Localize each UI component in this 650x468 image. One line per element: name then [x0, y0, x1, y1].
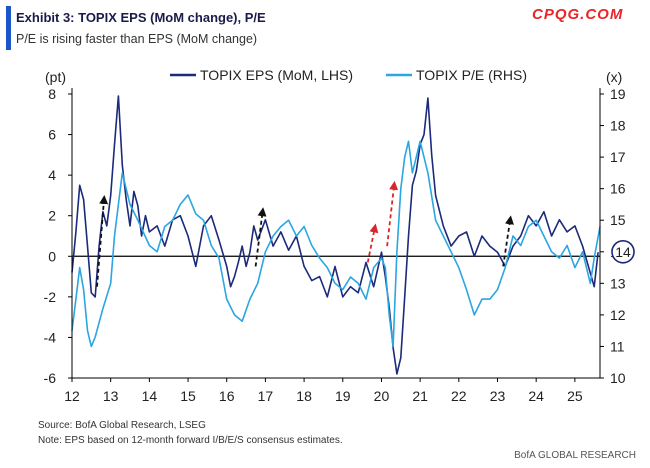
- chart-area: 86420-2-4-619181716151413121110121314151…: [0, 60, 650, 418]
- right-tick-label: 18: [610, 118, 626, 134]
- source-note: Source: BofA Global Research, LSEG: [38, 420, 206, 431]
- left-tick-label: 0: [48, 248, 56, 264]
- left-tick-label: 6: [48, 127, 56, 143]
- x-tick-label: 22: [451, 388, 467, 404]
- x-tick-label: 23: [490, 388, 506, 404]
- x-tick-label: 19: [335, 388, 351, 404]
- left-tick-label: -4: [44, 329, 57, 345]
- x-tick-label: 17: [258, 388, 274, 404]
- x-tick-label: 13: [103, 388, 119, 404]
- black-dashed-arrow: [254, 207, 267, 267]
- current-pe-circle: [611, 239, 635, 264]
- left-tick-label: 4: [48, 167, 56, 183]
- chart-subtitle: P/E is rising faster than EPS (MoM chang…: [16, 32, 258, 46]
- x-tick-label: 15: [180, 388, 196, 404]
- right-tick-label: 10: [610, 370, 626, 386]
- left-tick-label: 2: [48, 208, 56, 224]
- x-tick-label: 18: [296, 388, 312, 404]
- left-tick-label: -6: [44, 370, 57, 386]
- right-tick-label: 12: [610, 307, 626, 323]
- chart-svg: 86420-2-4-619181716151413121110121314151…: [44, 67, 635, 404]
- red-dashed-arrow: [386, 180, 399, 247]
- legend-pe-label: TOPIX P/E (RHS): [416, 67, 527, 83]
- right-tick-label: 15: [610, 212, 626, 228]
- legend-eps-label: TOPIX EPS (MoM, LHS): [200, 67, 353, 83]
- x-tick-label: 20: [374, 388, 390, 404]
- x-tick-label: 24: [528, 388, 544, 404]
- brand-label: BofA GLOBAL RESEARCH: [514, 450, 636, 461]
- pe-series-line: [71, 140, 601, 348]
- right-axis-label: (x): [606, 69, 622, 85]
- title-accent-bar: [6, 6, 11, 50]
- right-tick-label: 19: [610, 86, 626, 102]
- left-tick-label: -2: [44, 289, 57, 305]
- right-tick-label: 13: [610, 275, 626, 291]
- current-pe-label: 14: [615, 244, 631, 260]
- red-dashed-arrow: [366, 223, 379, 263]
- x-tick-label: 12: [64, 388, 80, 404]
- black-dashed-arrow: [96, 195, 109, 287]
- x-tick-label: 14: [142, 388, 158, 404]
- eps-series-line: [71, 95, 599, 375]
- left-tick-label: 8: [48, 86, 56, 102]
- left-axis-label: (pt): [45, 69, 66, 85]
- footnote: Note: EPS based on 12-month forward I/B/…: [38, 435, 343, 446]
- right-tick-label: 17: [610, 149, 626, 165]
- right-tick-label: 11: [610, 338, 625, 354]
- right-tick-label: 16: [610, 181, 626, 197]
- watermark: CPQG.COM: [532, 6, 624, 23]
- x-tick-label: 16: [219, 388, 235, 404]
- x-tick-label: 25: [567, 388, 583, 404]
- x-tick-label: 21: [412, 388, 428, 404]
- black-dashed-arrow: [502, 215, 514, 267]
- chart-title: Exhibit 3: TOPIX EPS (MoM change), P/E: [16, 10, 266, 25]
